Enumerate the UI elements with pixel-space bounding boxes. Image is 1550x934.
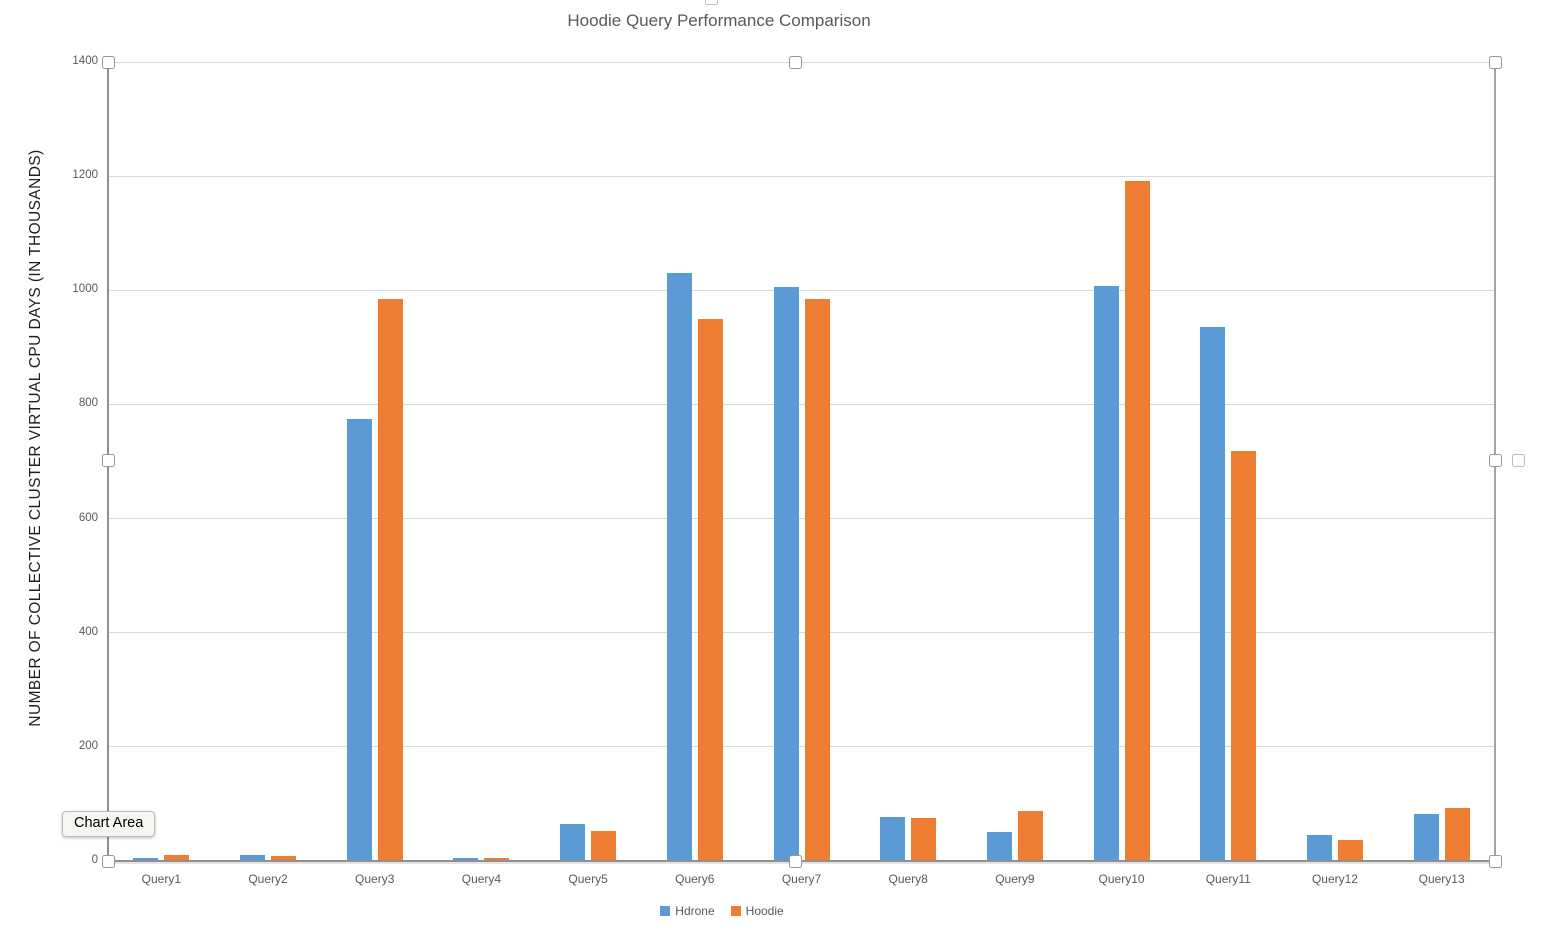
legend[interactable]: Hdrone Hoodie: [0, 904, 1444, 918]
bar-hdrone-query11[interactable]: [1200, 327, 1226, 861]
x-tick-label-query7[interactable]: Query7: [781, 872, 822, 886]
bar-hdrone-query7[interactable]: [773, 287, 799, 861]
x-axis-line: [107, 860, 1496, 862]
legend-label-hdrone: Hdrone: [675, 904, 715, 918]
selection-handle-outer-right[interactable]: [1512, 454, 1525, 467]
bar-hdrone-query13[interactable]: [1413, 813, 1439, 861]
bar-hdrone-query12[interactable]: [1306, 835, 1332, 861]
gridline-400: [108, 632, 1495, 634]
gridline-600: [108, 518, 1495, 520]
selection-handle-bottom-center[interactable]: [788, 854, 802, 868]
selection-handle-mid-right[interactable]: [1488, 453, 1502, 467]
bar-hdrone-query2[interactable]: [240, 855, 266, 861]
gridline-1400: [108, 61, 1495, 63]
bar-hdrone-query3[interactable]: [346, 418, 372, 861]
x-tick-label-query3[interactable]: Query3: [355, 872, 395, 886]
legend-item-hdrone[interactable]: Hdrone: [660, 904, 715, 918]
legend-label-hoodie: Hoodie: [745, 904, 784, 918]
x-tick-label-query4[interactable]: Query4: [461, 872, 502, 886]
bar-hoodie-query3[interactable]: [377, 298, 403, 861]
gridline-1000: [108, 289, 1495, 291]
y-tick-label-800: 800: [78, 397, 98, 410]
bar-hdrone-query5[interactable]: [560, 823, 586, 861]
y-tick-label-1000: 1000: [72, 283, 98, 296]
bar-hoodie-query10[interactable]: [1124, 180, 1150, 861]
bar-hdrone-query10[interactable]: [1093, 285, 1119, 861]
x-tick-label-query1[interactable]: Query1: [141, 872, 182, 886]
selection-handle-mid-left[interactable]: [101, 453, 115, 467]
y-tick-label-0: 0: [91, 854, 98, 866]
gridline-800: [108, 403, 1495, 405]
bar-hoodie-query8[interactable]: [911, 817, 937, 861]
x-tick-label-query13[interactable]: Query13: [1418, 872, 1465, 886]
y-tick-label-600: 600: [78, 511, 98, 524]
selection-handle-bottom-left[interactable]: [101, 854, 115, 868]
bar-hdrone-query9[interactable]: [986, 831, 1012, 861]
x-tick-label-query6[interactable]: Query6: [675, 872, 715, 886]
x-tick-label-query12[interactable]: Query12: [1311, 872, 1358, 886]
gridline-200: [108, 746, 1495, 748]
selection-handle-top-center[interactable]: [788, 55, 802, 69]
bar-hdrone-query1[interactable]: [133, 857, 159, 861]
x-tick-label-query5[interactable]: Query5: [568, 872, 608, 886]
y-axis-title[interactable]: NUMBER OF COLLECTIVE CLUSTER VIRTUAL CPU…: [27, 149, 44, 727]
x-tick-label-query9[interactable]: Query9: [995, 872, 1035, 886]
bar-hoodie-query11[interactable]: [1231, 451, 1257, 861]
y-tick-label-1400: 1400: [72, 55, 98, 67]
bar-hoodie-query9[interactable]: [1017, 810, 1043, 861]
bar-hoodie-query12[interactable]: [1337, 840, 1363, 861]
y-tick-label-200: 200: [78, 739, 98, 752]
bar-hdrone-query4[interactable]: [453, 857, 479, 861]
y-tick-label-1200: 1200: [72, 169, 98, 182]
chart-area-tooltip: Chart Area: [62, 811, 156, 837]
bar-hoodie-query5[interactable]: [591, 830, 617, 861]
legend-item-hoodie[interactable]: Hoodie: [730, 904, 784, 918]
x-tick-label-query2[interactable]: Query2: [248, 872, 288, 886]
bar-hoodie-query7[interactable]: [804, 298, 830, 861]
bar-hoodie-query1[interactable]: [164, 855, 190, 861]
x-tick-label-query11[interactable]: Query11: [1205, 872, 1251, 886]
selection-handle-top-left[interactable]: [101, 55, 115, 69]
bar-hoodie-query4[interactable]: [484, 858, 510, 861]
bar-hdrone-query8[interactable]: [880, 817, 906, 861]
chart-title[interactable]: Hoodie Query Performance Comparison: [567, 11, 871, 30]
selection-handle-top-right[interactable]: [1488, 55, 1502, 69]
x-tick-label-query10[interactable]: Query10: [1098, 872, 1145, 886]
y-tick-label-400: 400: [78, 625, 98, 638]
legend-swatch-hoodie: [730, 906, 741, 916]
bar-hoodie-query2[interactable]: [271, 855, 297, 861]
selection-handle-outer-top[interactable]: [705, 0, 718, 5]
bar-hoodie-query13[interactable]: [1444, 808, 1470, 861]
x-tick-label-query8[interactable]: Query8: [888, 872, 928, 886]
bar-hdrone-query6[interactable]: [666, 273, 692, 861]
bar-hoodie-query6[interactable]: [697, 318, 723, 861]
legend-swatch-hdrone: [660, 906, 671, 916]
gridline-1200: [108, 175, 1495, 177]
selection-handle-bottom-right[interactable]: [1488, 854, 1502, 868]
